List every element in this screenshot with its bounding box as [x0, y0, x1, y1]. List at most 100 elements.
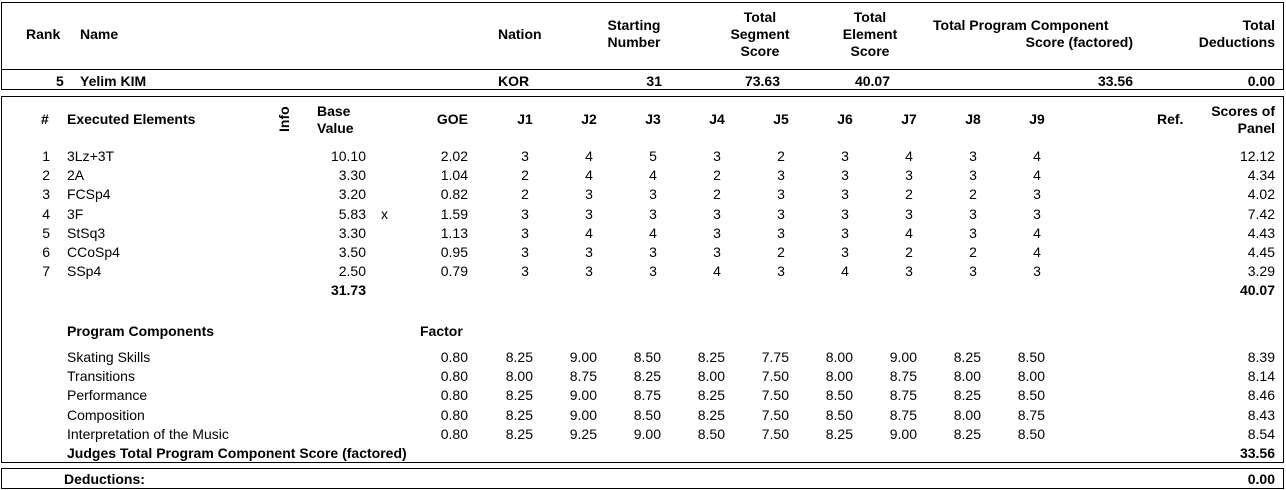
element-judge-score: 3 — [841, 205, 849, 222]
component-judge-score: 9.00 — [569, 349, 597, 365]
judge-header-j7: J7 — [901, 111, 917, 127]
component-judge-score: 8.25 — [953, 387, 981, 404]
element-base-value: 3.20 — [338, 186, 366, 203]
component-judge-score: 8.00 — [505, 368, 533, 385]
base-value-header: Base Value — [317, 103, 354, 136]
judge-header-j6: J6 — [837, 111, 853, 127]
element-judge-score: 3 — [1033, 205, 1041, 222]
info-header: Info — [276, 106, 292, 132]
component-factor: 0.80 — [440, 368, 468, 385]
element-judge-score: 3 — [969, 167, 977, 184]
element-judge-score: 3 — [905, 167, 913, 184]
component-judge-score: 8.00 — [825, 368, 853, 385]
component-judge-score: 8.00 — [953, 368, 981, 385]
component-panel-score: 8.54 — [1247, 425, 1275, 442]
element-judge-score: 3 — [713, 148, 721, 164]
component-judge-score: 7.75 — [761, 349, 789, 365]
element-base-value: 5.83 — [338, 205, 366, 222]
element-judge-score: 3 — [905, 205, 913, 222]
total-deductions-header: Total Deductions — [1198, 17, 1275, 50]
component-factor: 0.80 — [440, 387, 468, 404]
element-judge-score: 2 — [521, 167, 529, 184]
element-judge-score: 2 — [969, 244, 977, 260]
skater-summary-frame — [1, 2, 1284, 90]
component-judge-score: 8.50 — [825, 406, 853, 423]
program-components-header: Program Components — [67, 323, 215, 339]
component-judge-score: 8.25 — [697, 406, 725, 423]
element-base-value: 10.10 — [330, 148, 366, 164]
deductions-frame — [1, 468, 1284, 489]
component-judge-score: 8.75 — [889, 387, 917, 404]
component-judge-score: 8.25 — [825, 425, 853, 442]
element-goe: 1.59 — [440, 205, 468, 222]
component-judge-score: 8.50 — [825, 387, 853, 404]
element-judge-score: 3 — [585, 186, 593, 203]
element-judge-score: 3 — [585, 244, 593, 260]
components-total-label: Judges Total Program Component Score (fa… — [67, 445, 407, 461]
component-judge-score: 8.25 — [505, 406, 533, 423]
element-panel-score: 4.45 — [1247, 244, 1275, 260]
element-panel-score: 4.34 — [1247, 167, 1275, 184]
element-judge-score: 3 — [905, 263, 913, 280]
element-name: FCSp4 — [67, 186, 111, 203]
element-number: 1 — [42, 148, 50, 164]
element-number: 4 — [42, 205, 50, 222]
component-factor: 0.80 — [440, 349, 468, 365]
element-goe: 1.04 — [440, 167, 468, 184]
deductions-value: 0.00 — [1247, 471, 1275, 487]
element-judge-score: 3 — [585, 263, 593, 280]
component-judge-score: 8.25 — [697, 387, 725, 404]
skater-pcs: 33.56 — [1097, 73, 1133, 89]
summary-divider — [1, 69, 1284, 70]
element-name: 3F — [67, 205, 84, 222]
components-total-score: 33.56 — [1239, 445, 1275, 461]
component-judge-score: 8.50 — [1017, 349, 1045, 365]
name-header: Name — [80, 26, 119, 42]
component-judge-score: 8.00 — [953, 406, 981, 423]
element-judge-score: 3 — [777, 186, 785, 203]
component-name: Skating Skills — [67, 349, 151, 365]
element-judge-score: 4 — [585, 167, 593, 184]
element-judge-score: 2 — [521, 186, 529, 203]
total-element-score-header: Total Element Score — [842, 9, 898, 59]
element-judge-score: 2 — [713, 186, 721, 203]
judge-header-j3: J3 — [645, 111, 661, 127]
scores-frame — [1, 96, 1284, 463]
element-judge-score: 2 — [905, 186, 913, 203]
element-judge-score: 3 — [841, 224, 849, 241]
total-pcs-header: Total Program Component Score (factored) — [933, 17, 1133, 50]
component-judge-score: 8.50 — [1017, 425, 1045, 442]
element-base-value: 2.50 — [338, 263, 366, 280]
component-judge-score: 8.00 — [697, 368, 725, 385]
component-name: Transitions — [67, 368, 135, 385]
component-judge-score: 8.50 — [1017, 387, 1045, 404]
element-judge-score: 3 — [777, 224, 785, 241]
element-judge-score: 3 — [649, 244, 657, 260]
element-judge-score: 3 — [521, 244, 529, 260]
scores-of-panel-header: Scores of Panel — [1211, 103, 1275, 136]
component-judge-score: 7.50 — [761, 425, 789, 442]
element-panel-score: 4.43 — [1247, 224, 1275, 241]
component-judge-score: 8.50 — [633, 406, 661, 423]
factor-header: Factor — [420, 323, 463, 339]
ref-header: Ref. — [1157, 111, 1184, 127]
element-number-header: # — [41, 111, 49, 127]
element-name: StSq3 — [67, 224, 106, 241]
element-judge-score: 3 — [969, 224, 977, 241]
element-judge-score: 4 — [841, 263, 849, 280]
component-judge-score: 7.50 — [761, 406, 789, 423]
component-judge-score: 8.25 — [697, 349, 725, 365]
element-judge-score: 4 — [1033, 244, 1041, 260]
element-judge-score: 3 — [649, 263, 657, 280]
judge-header-j2: J2 — [581, 111, 597, 127]
element-name: 3Lz+3T — [67, 148, 115, 164]
element-number: 6 — [42, 244, 50, 260]
element-goe: 2.02 — [440, 148, 468, 164]
element-judge-score: 3 — [521, 148, 529, 164]
judge-header-j5: J5 — [773, 111, 789, 127]
element-goe: 0.95 — [440, 244, 468, 260]
element-judge-score: 4 — [905, 148, 913, 164]
element-judge-score: 4 — [713, 263, 721, 280]
total-segment-score-header: Total Segment Score — [730, 9, 790, 59]
element-judge-score: 4 — [649, 224, 657, 241]
